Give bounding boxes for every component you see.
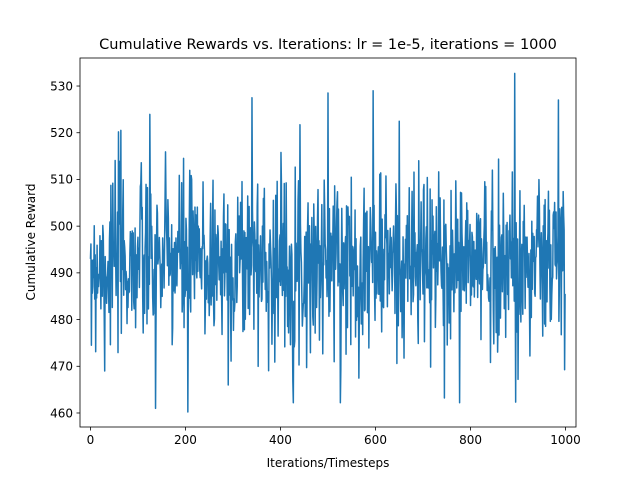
x-tick-label: 600 <box>364 433 387 447</box>
series-line-cumulative_reward <box>89 72 566 413</box>
x-axis-ticks: 0 200 400 600 800 1000 <box>87 427 581 447</box>
x-tick-label: 800 <box>459 433 482 447</box>
y-tick-label: 500 <box>50 219 73 233</box>
y-tick-label: 490 <box>50 266 73 280</box>
y-tick-label: 530 <box>50 79 73 93</box>
chart-title: Cumulative Rewards vs. Iterations: lr = … <box>99 37 557 53</box>
x-tick-label: 200 <box>174 433 197 447</box>
y-tick-label: 470 <box>50 360 73 374</box>
y-tick-label: 520 <box>50 126 73 140</box>
plot-area <box>79 57 577 428</box>
y-tick-label: 510 <box>50 173 73 187</box>
x-axis-label: Iterations/Timesteps <box>267 456 390 470</box>
axes-frame <box>79 57 577 428</box>
series-group <box>89 72 566 413</box>
x-tick-label: 1000 <box>550 433 581 447</box>
y-tick-label: 480 <box>50 313 73 327</box>
y-axis-label: Cumulative Reward <box>24 184 38 301</box>
x-tick-label: 0 <box>87 433 95 447</box>
y-axis-ticks: 460 470 480 490 500 510 520 530 <box>50 79 80 420</box>
x-tick-label: 400 <box>269 433 292 447</box>
y-tick-label: 460 <box>50 406 73 420</box>
